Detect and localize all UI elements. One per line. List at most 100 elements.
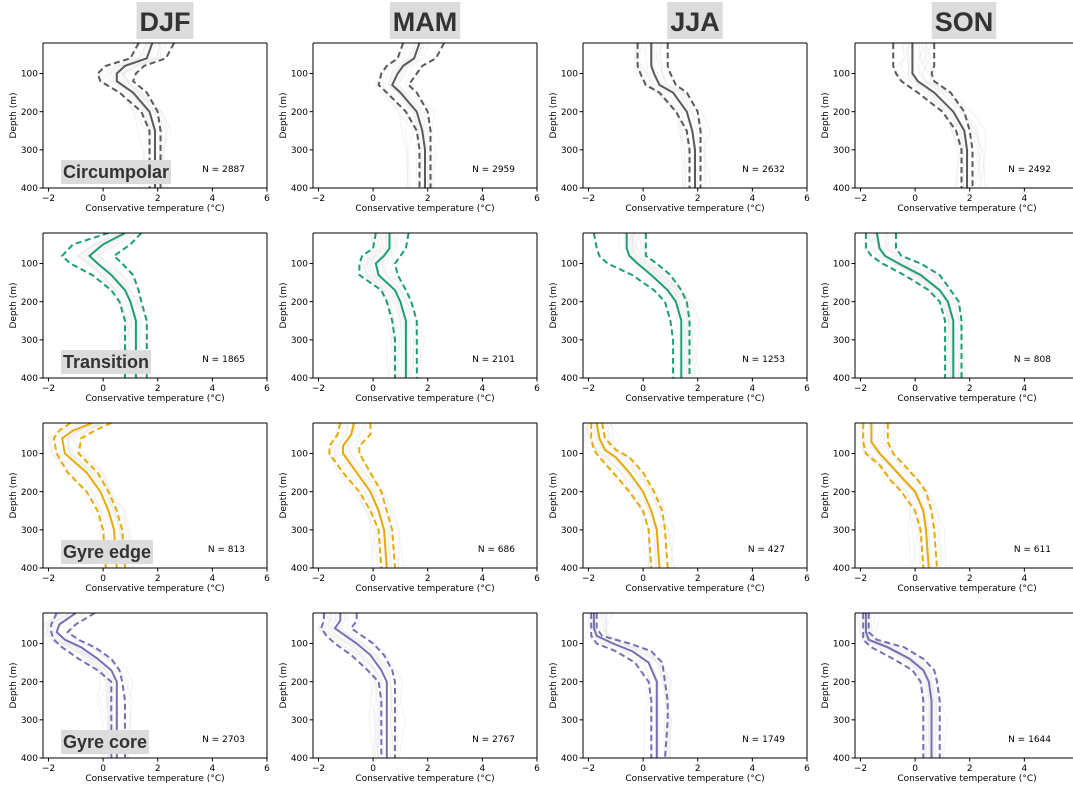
background-profile-line — [366, 233, 402, 378]
panel-circumpolar-jja: −2 0 2 4 6 100 200 300 400 Conservative temperatu… — [549, 42, 810, 214]
background-profile-line — [861, 613, 930, 758]
y-tick-label: 200 — [291, 108, 308, 118]
lower-percentile-line — [96, 43, 151, 188]
x-tick-label: 2 — [695, 384, 701, 394]
y-tick-label: 300 — [561, 526, 578, 536]
y-tick-label: 400 — [291, 184, 308, 194]
y-tick-label: 100 — [833, 260, 850, 270]
mean-profile-line — [333, 613, 388, 758]
background-profile-line — [369, 233, 401, 378]
background-profile-line — [907, 43, 964, 188]
x-tick-label: 4 — [209, 194, 215, 204]
x-tick-label: 2 — [695, 194, 701, 204]
panel-circumpolar-mam: −2 0 2 4 6 100 200 300 400 Conservative temperatu… — [279, 42, 540, 214]
x-tick-label: 2 — [967, 384, 973, 394]
profile-lines — [358, 233, 418, 378]
x-tick-label: 0 — [100, 194, 106, 204]
background-profile-line — [353, 423, 405, 568]
upper-percentile-line — [77, 423, 126, 568]
x-tick-label: −2 — [312, 574, 325, 584]
x-tick-label: 0 — [912, 194, 918, 204]
x-tick-label: 6 — [264, 384, 270, 394]
season-header-mam: MAM — [389, 2, 461, 39]
season-header-background — [667, 2, 723, 39]
background-profile-line — [911, 43, 968, 188]
y-tick-label: 100 — [561, 450, 578, 460]
x-tick-label: 4 — [479, 384, 485, 394]
y-tick-label: 300 — [291, 716, 308, 726]
x-tick-label: 2 — [155, 574, 161, 584]
y-tick-label: 300 — [21, 146, 38, 156]
x-tick-label: 0 — [100, 764, 106, 774]
season-header-son: SON — [931, 2, 997, 39]
y-tick-label: 100 — [21, 450, 38, 460]
x-axis-title: Conservative temperature (°C) — [85, 584, 224, 594]
background-profile-line — [344, 423, 391, 568]
y-tick-label: 300 — [21, 336, 38, 346]
background-profile-line — [366, 233, 397, 378]
x-tick-label: −2 — [42, 574, 55, 584]
season-header-background — [389, 2, 461, 39]
sample-count-label: N = 1644 — [1008, 735, 1051, 745]
x-tick-label: 6 — [804, 194, 810, 204]
x-tick-label: −2 — [42, 194, 55, 204]
background-profile-line — [370, 233, 404, 378]
season-header-label: SON — [935, 7, 994, 37]
y-axis-title: Depth (m) — [279, 662, 289, 708]
y-tick-label: 200 — [833, 298, 850, 308]
profile-lines — [52, 423, 126, 568]
y-tick-label: 100 — [21, 640, 38, 650]
background-profile-line — [349, 423, 400, 568]
x-tick-label: −2 — [854, 574, 867, 584]
profile-lines — [862, 423, 938, 568]
panel-gyre-edge-jja: −2 0 2 4 6 100 200 300 400 Conservative temperatu… — [549, 422, 810, 594]
x-tick-label: 0 — [370, 194, 376, 204]
y-axis-title: Depth (m) — [549, 282, 559, 328]
x-tick-label: 0 — [640, 574, 646, 584]
x-tick-label: 4 — [749, 384, 755, 394]
x-tick-label: 4 — [749, 764, 755, 774]
background-profile-line — [921, 43, 986, 188]
panel-transition-djf: −2 0 2 4 6 100 200 300 400 Conservative temperatu… — [9, 232, 270, 404]
background-profile-line — [630, 233, 686, 378]
mean-profile-line — [592, 613, 658, 758]
background-profile-line — [346, 613, 399, 758]
x-tick-label: 6 — [264, 764, 270, 774]
y-tick-label: 300 — [833, 336, 850, 346]
x-axis-title: Conservative temperature (°C) — [897, 394, 1036, 404]
x-tick-label: 4 — [749, 194, 755, 204]
background-profile-line — [601, 613, 672, 758]
y-tick-label: 200 — [291, 678, 308, 688]
y-tick-label: 100 — [291, 70, 308, 80]
background-profile-line — [592, 423, 658, 568]
upper-percentile-line — [112, 233, 148, 378]
background-profile-line — [351, 613, 406, 758]
x-axis-title: Conservative temperature (°C) — [355, 204, 494, 214]
y-tick-label: 200 — [833, 678, 850, 688]
x-tick-label: −2 — [854, 764, 867, 774]
mean-profile-line — [875, 233, 955, 378]
season-header-jja: JJA — [667, 2, 723, 39]
background-profile-line — [329, 613, 385, 758]
x-tick-label: 6 — [534, 384, 540, 394]
x-tick-label: 0 — [100, 574, 106, 584]
region-label: Gyre core — [63, 732, 147, 752]
season-header-background — [931, 2, 997, 39]
sample-count-label: N = 2959 — [472, 165, 515, 175]
lower-percentile-line — [862, 423, 925, 568]
y-axis-title: Depth (m) — [821, 282, 831, 328]
background-profile-line — [860, 423, 921, 568]
lower-percentile-line — [590, 613, 653, 758]
upper-percentile-line — [349, 613, 396, 758]
panel-circumpolar-djf: −2 0 2 4 6 100 200 300 400 Conservative temperatu… — [9, 42, 270, 214]
y-axis-title: Depth (m) — [549, 472, 559, 518]
background-profile-line — [865, 423, 926, 568]
panel-gyre-core-son: −2 0 2 4 100 200 300 400 Conservative temperatur… — [821, 612, 1073, 784]
mean-profile-line — [55, 613, 118, 758]
upper-percentile-line — [930, 43, 974, 188]
x-tick-label: 2 — [155, 194, 161, 204]
panel-transition-son: −2 0 2 4 100 200 300 400 Conservative temperatur… — [821, 232, 1073, 404]
x-tick-label: −2 — [582, 384, 595, 394]
background-profile-line — [874, 233, 953, 378]
